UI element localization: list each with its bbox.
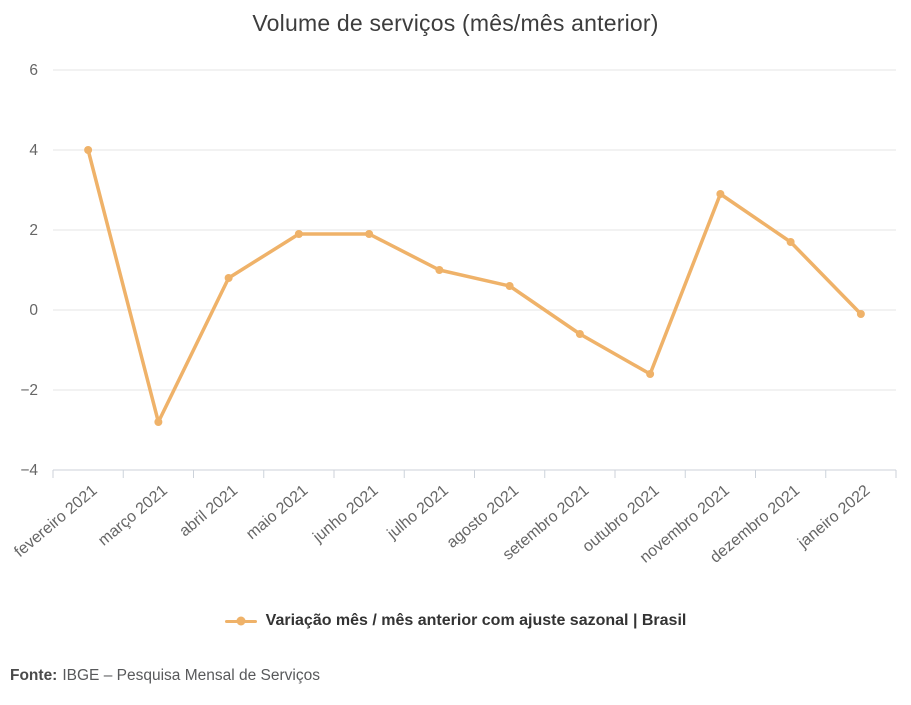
- svg-text:dezembro 2021: dezembro 2021: [707, 482, 803, 567]
- svg-text:−4: −4: [20, 462, 38, 479]
- source-footer: Fonte: IBGE – Pesquisa Mensal de Serviços: [10, 667, 320, 685]
- svg-text:novembro 2021: novembro 2021: [637, 482, 733, 567]
- svg-text:2: 2: [29, 222, 38, 239]
- svg-text:outubro 2021: outubro 2021: [580, 482, 663, 556]
- chart-title: Volume de serviços (mês/mês anterior): [252, 10, 659, 36]
- svg-text:0: 0: [29, 302, 38, 319]
- svg-text:4: 4: [29, 142, 38, 159]
- series-line: [86, 148, 863, 424]
- svg-text:junho 2021: junho 2021: [309, 482, 381, 547]
- svg-text:janeiro 2022: janeiro 2022: [794, 482, 873, 552]
- data-points: [84, 146, 865, 426]
- svg-text:setembro 2021: setembro 2021: [500, 482, 593, 564]
- svg-text:6: 6: [29, 62, 38, 79]
- series-line-marker-icon: [224, 616, 257, 626]
- source-text: IBGE – Pesquisa Mensal de Serviços: [62, 667, 320, 684]
- svg-text:maio 2021: maio 2021: [243, 482, 311, 543]
- gridlines: [53, 69, 896, 391]
- svg-text:abril 2021: abril 2021: [176, 482, 241, 540]
- svg-text:março 2021: março 2021: [95, 482, 171, 549]
- svg-text:julho 2021: julho 2021: [384, 482, 452, 543]
- source-label: Fonte:: [10, 667, 58, 684]
- svg-text:−2: −2: [20, 382, 38, 399]
- x-axis: [52, 469, 897, 478]
- svg-text:fevereiro 2021: fevereiro 2021: [11, 482, 100, 561]
- svg-text:agosto 2021: agosto 2021: [444, 482, 522, 552]
- y-axis-labels: −4 −2 0 2 4 6: [20, 62, 38, 479]
- legend-label: Variação mês / mês anterior com ajuste s…: [265, 612, 687, 629]
- legend-item-series[interactable]: Variação mês / mês anterior com ajuste s…: [224, 612, 687, 630]
- legend: Variação mês / mês anterior com ajuste s…: [0, 612, 911, 630]
